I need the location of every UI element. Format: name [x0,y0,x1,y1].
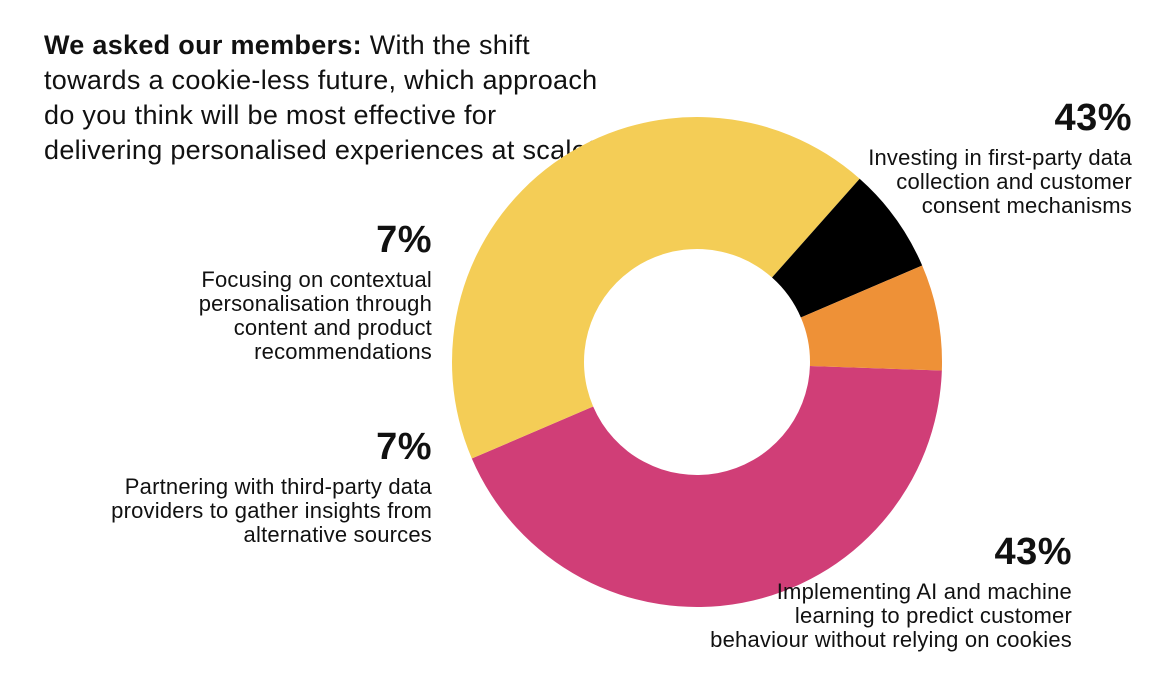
slice-label-ai-ml: 43% Implementing AI and machine learning… [700,530,1072,652]
slice-ai-ml [451,116,860,459]
slice-value-contextual: 7% [376,219,432,261]
survey-question: We asked our members: With the shift tow… [44,28,604,168]
question-text: With the shift towards a cookie-less fut… [44,30,603,165]
slice-first-party-data [471,365,942,607]
slice-desc-contextual: Focusing on contextual personalisation t… [198,267,432,364]
slice-desc-third-party: Partnering with third-party data provide… [111,474,432,547]
slice-desc-first-party-data: Investing in first-party data collection… [868,145,1132,218]
slice-value-ai-ml: 43% [994,531,1072,573]
slice-third-party [772,178,923,318]
slice-label-third-party: 7% Partnering with third-party data prov… [100,425,432,547]
slice-contextual [800,265,942,371]
slice-value-third-party: 7% [376,426,432,468]
slice-desc-ai-ml: Implementing AI and machine learning to … [710,579,1072,652]
slice-label-first-party-data: 43% Investing in first-party data collec… [820,96,1132,218]
slice-label-contextual: 7% Focusing on contextual personalisatio… [120,218,432,364]
slice-value-first-party-data: 43% [1054,97,1132,139]
question-lead: We asked our members: [44,30,362,60]
